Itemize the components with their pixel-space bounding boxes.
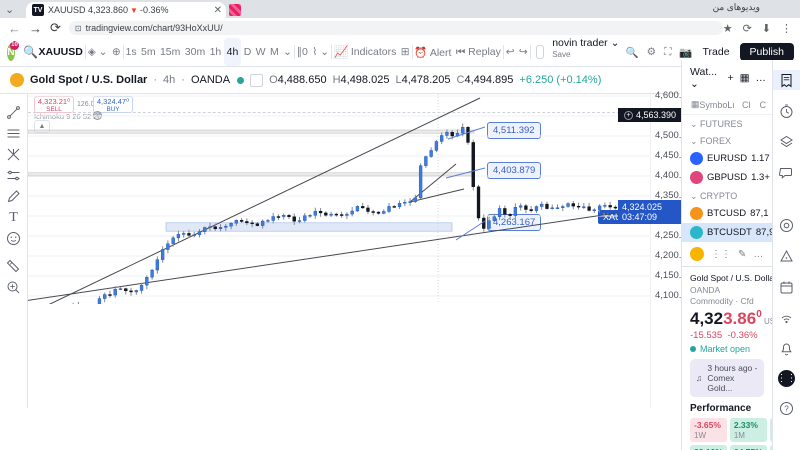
svg-text:?: ?: [784, 404, 789, 413]
